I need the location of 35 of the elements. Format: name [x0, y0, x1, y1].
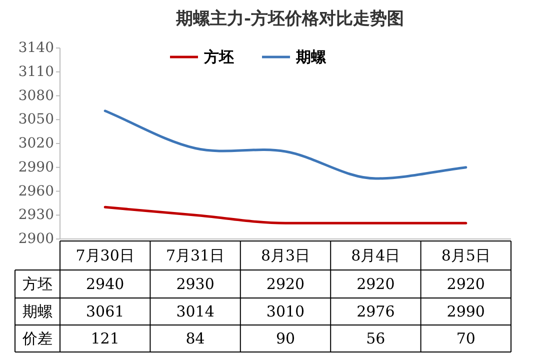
data-label: 2920 — [446, 275, 485, 293]
y-tick-label: 2900 — [18, 231, 54, 247]
data-label: 2920 — [356, 275, 395, 293]
y-tick-label: 3140 — [18, 40, 54, 56]
data-label: 2920 — [266, 275, 305, 293]
data-label: 2976 — [356, 302, 395, 320]
text: 价差 — [22, 330, 52, 348]
y-tick-label: 3110 — [18, 64, 54, 80]
y-tick-label: 2960 — [18, 183, 54, 200]
x-tick-label: 8月5日 — [441, 246, 490, 264]
data-label: 3014 — [176, 302, 214, 320]
text: 方坯 — [22, 275, 52, 293]
y-tick-label: 2990 — [18, 159, 54, 176]
text: 84 — [186, 330, 205, 348]
x-tick-label: 8月4日 — [351, 246, 400, 264]
data-label: 2940 — [86, 275, 124, 293]
chart-title: 期螺主力-方坯价格对比走势图 — [174, 9, 404, 29]
y-tick-label: 3050 — [18, 112, 54, 128]
text: 56 — [366, 330, 386, 348]
x-tick-label: 8月3日 — [260, 246, 310, 264]
legend-label: 方坯 — [203, 48, 234, 66]
data-label: 3010 — [266, 302, 305, 320]
x-tick-label: 7月31日 — [166, 246, 225, 264]
y-tick-label: 3080 — [18, 88, 54, 104]
data-label: 2930 — [176, 275, 214, 293]
y-tick-label: 2930 — [18, 207, 54, 224]
data-label: 2990 — [446, 302, 485, 320]
x-tick-label: 7月30日 — [76, 246, 134, 264]
legend-label: 期螺 — [295, 48, 327, 66]
text: 70 — [456, 330, 476, 348]
y-tick-label: 3020 — [18, 136, 54, 152]
data-label: 3061 — [86, 302, 124, 320]
text: 121 — [90, 330, 120, 348]
text: 90 — [276, 330, 296, 348]
text: 期螺 — [22, 302, 52, 320]
